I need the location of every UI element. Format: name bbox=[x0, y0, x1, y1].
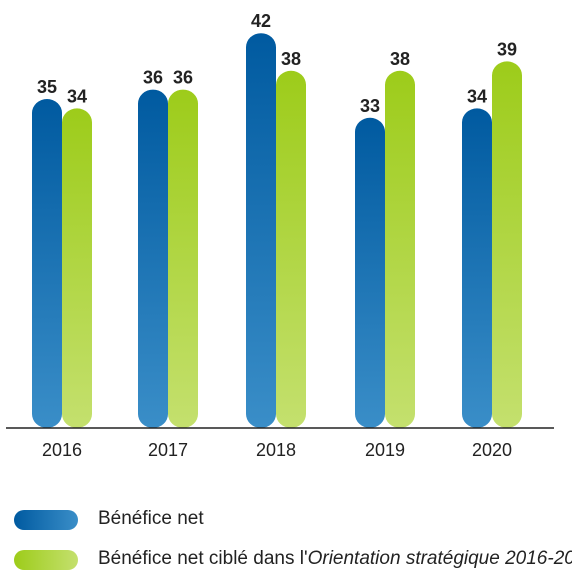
legend-item-net: Bénéfice net bbox=[0, 504, 572, 534]
value-label-2016-series2: 34 bbox=[67, 86, 87, 106]
bar-2019-series1 bbox=[355, 117, 385, 429]
value-label-2017-series2: 36 bbox=[173, 68, 193, 88]
legend-swatch-net bbox=[14, 510, 78, 530]
bars-group bbox=[32, 33, 522, 429]
bar-2018-series2 bbox=[276, 70, 306, 429]
x-tick-label-2018: 2018 bbox=[256, 440, 296, 460]
value-label-2018-series2: 38 bbox=[281, 49, 301, 69]
legend-label-target-italic: Orientation stratégique 2016-2020 bbox=[307, 548, 572, 569]
legend-item-target: Bénéfice net ciblé dans l'Orientation st… bbox=[0, 544, 572, 574]
bar-2019-series2 bbox=[385, 70, 415, 429]
x-tick-label-2016: 2016 bbox=[42, 440, 82, 460]
bar-2020-series2 bbox=[492, 61, 522, 429]
bar-2016-series2 bbox=[62, 108, 92, 429]
value-label-2020-series2: 39 bbox=[497, 39, 517, 59]
bar-2016-series1 bbox=[32, 99, 62, 428]
legend-label-target-prefix: Bénéfice net ciblé dans l' bbox=[98, 548, 308, 569]
x-tick-label-2017: 2017 bbox=[148, 440, 188, 460]
value-label-2018-series1: 42 bbox=[251, 11, 271, 31]
bar-2017-series1 bbox=[138, 89, 168, 428]
value-label-2020-series1: 34 bbox=[467, 86, 487, 106]
bar-2020-series1 bbox=[462, 108, 492, 429]
legend-swatch-target bbox=[14, 550, 78, 570]
x-tick-label-2020: 2020 bbox=[472, 440, 512, 460]
value-labels-group: 35 34 36 36 42 38 33 38 34 39 bbox=[37, 11, 517, 116]
value-label-2019-series2: 38 bbox=[390, 49, 410, 69]
value-label-2017-series1: 36 bbox=[143, 68, 163, 88]
legend-label-net: Bénéfice net bbox=[98, 508, 204, 529]
bar-2017-series2 bbox=[168, 89, 198, 428]
x-tick-labels-group: 2016 2017 2018 2019 2020 bbox=[42, 440, 512, 460]
bar-chart: 35 34 36 36 42 38 33 38 34 39 2016 2017 2018 2019 202… bbox=[6, 11, 554, 460]
legend-label-target: Bénéfice net ciblé dans l'Orientation st… bbox=[98, 548, 572, 570]
value-label-2019-series1: 33 bbox=[360, 96, 380, 116]
bar-2018-series1 bbox=[246, 33, 276, 428]
value-label-2016-series1: 35 bbox=[37, 77, 57, 97]
x-tick-label-2019: 2019 bbox=[365, 440, 405, 460]
